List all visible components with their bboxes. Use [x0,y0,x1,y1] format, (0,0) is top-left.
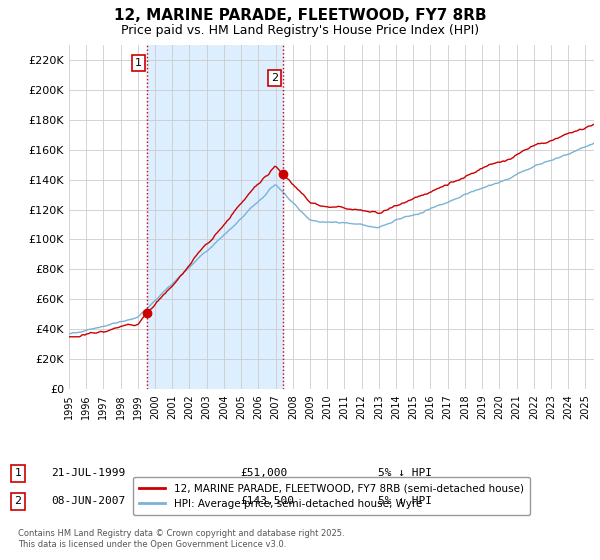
Bar [148,45,283,389]
Text: Price paid vs. HM Land Registry's House Price Index (HPI): Price paid vs. HM Land Registry's House … [121,24,479,36]
Text: £51,000: £51,000 [240,468,287,478]
Text: 1: 1 [135,58,142,68]
Text: Contains HM Land Registry data © Crown copyright and database right 2025.
This d: Contains HM Land Registry data © Crown c… [18,529,344,549]
Text: 12, MARINE PARADE, FLEETWOOD, FY7 8RB: 12, MARINE PARADE, FLEETWOOD, FY7 8RB [113,8,487,24]
Text: 5% ↓ HPI: 5% ↓ HPI [378,468,432,478]
Text: 08-JUN-2007: 08-JUN-2007 [51,496,125,506]
Text: £143,500: £143,500 [240,496,294,506]
Legend: 12, MARINE PARADE, FLEETWOOD, FY7 8RB (semi-detached house), HPI: Average price,: 12, MARINE PARADE, FLEETWOOD, FY7 8RB (s… [133,477,530,515]
Text: 2: 2 [271,73,278,83]
Text: 2: 2 [14,496,22,506]
Text: 1: 1 [14,468,22,478]
Text: 5% ↓ HPI: 5% ↓ HPI [378,496,432,506]
Text: 21-JUL-1999: 21-JUL-1999 [51,468,125,478]
